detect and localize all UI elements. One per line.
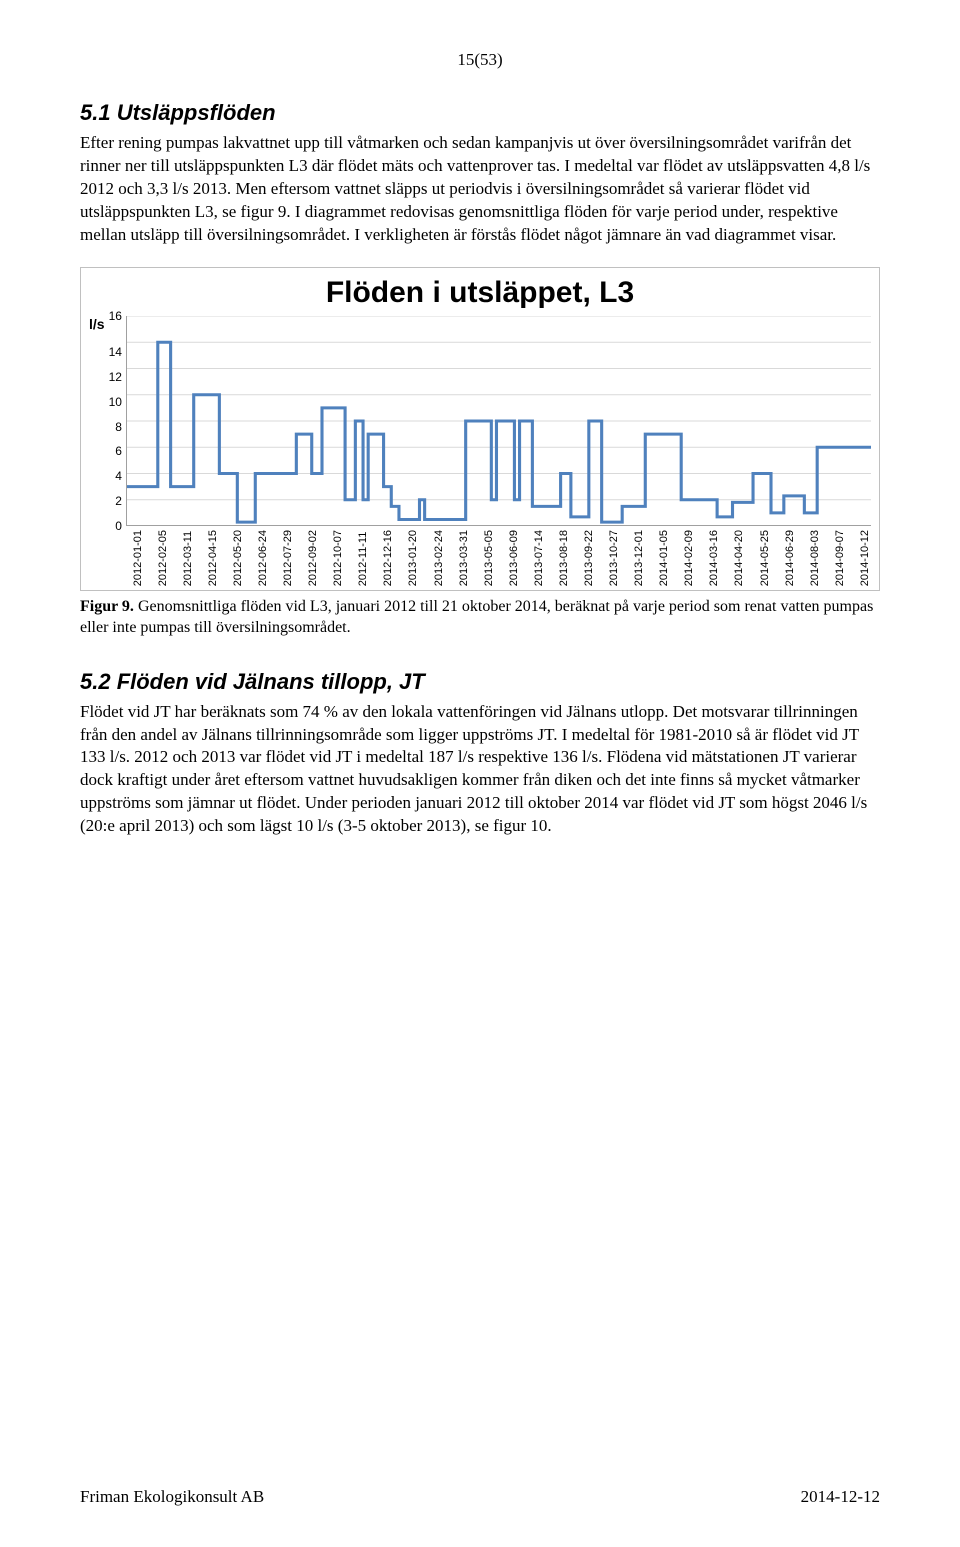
- xtick: 2012-07-29: [283, 530, 294, 586]
- caption-text: Genomsnittliga flöden vid L3, januari 20…: [80, 598, 873, 636]
- ytick: 0: [115, 520, 122, 532]
- ytick: 16: [109, 310, 122, 322]
- xtick: 2012-03-11: [183, 530, 194, 586]
- ytick: 8: [115, 421, 122, 433]
- caption-label: Figur 9.: [80, 598, 134, 615]
- ytick: 6: [115, 445, 122, 457]
- xtick: 2013-02-24: [434, 530, 445, 586]
- xtick: 2013-09-22: [584, 530, 595, 586]
- xtick: 2013-10-27: [609, 530, 620, 586]
- flow-chart: Flöden i utsläppet, L3 l/s 1614121086420…: [80, 267, 880, 591]
- section-5-1-heading: 5.1 Utsläppsflöden: [80, 100, 880, 126]
- section-5-2-heading: 5.2 Flöden vid Jälnans tillopp, JT: [80, 669, 880, 695]
- xtick: 2013-07-14: [534, 530, 545, 586]
- xtick: 2014-04-20: [734, 530, 745, 586]
- ytick: 12: [109, 371, 122, 383]
- footer-left: Friman Ekologikonsult AB: [80, 1487, 264, 1507]
- section-5-1-body: Efter rening pumpas lakvattnet upp till …: [80, 132, 880, 247]
- xtick: 2014-02-09: [684, 530, 695, 586]
- xtick: 2013-12-01: [634, 530, 645, 586]
- page-footer: Friman Ekologikonsult AB 2014-12-12: [80, 1487, 880, 1507]
- xtick: 2014-03-16: [709, 530, 720, 586]
- xtick: 2012-02-05: [158, 530, 169, 586]
- chart-plot-area: [126, 316, 871, 526]
- ytick: 10: [109, 396, 122, 408]
- xtick: 2014-08-03: [810, 530, 821, 586]
- chart-xaxis: 2012-01-01 2012-02-05 2012-03-11 2012-04-15…: [133, 530, 871, 586]
- ytick: 4: [115, 470, 122, 482]
- xtick: 2013-01-20: [408, 530, 419, 586]
- xtick: 2014-01-05: [659, 530, 670, 586]
- section-5-2-body: Flödet vid JT har beräknats som 74 % av …: [80, 701, 880, 839]
- figure-9-caption: Figur 9. Genomsnittliga flöden vid L3, j…: [80, 597, 880, 639]
- xtick: 2014-05-25: [760, 530, 771, 586]
- xtick: 2012-05-20: [233, 530, 244, 586]
- xtick: 2013-05-05: [484, 530, 495, 586]
- chart-yaxis: 1614121086420: [109, 316, 126, 526]
- footer-right: 2014-12-12: [801, 1487, 880, 1507]
- xtick: 2013-06-09: [509, 530, 520, 586]
- xtick: 2013-08-18: [559, 530, 570, 586]
- chart-ylabel: l/s: [89, 316, 109, 332]
- xtick: 2014-06-29: [785, 530, 796, 586]
- xtick: 2013-03-31: [459, 530, 470, 586]
- xtick: 2014-09-07: [835, 530, 846, 586]
- xtick: 2012-09-02: [308, 530, 319, 586]
- xtick: 2012-06-24: [258, 530, 269, 586]
- xtick: 2012-01-01: [133, 530, 144, 586]
- xtick: 2014-10-12: [860, 530, 871, 586]
- page-number: 15(53): [80, 50, 880, 70]
- ytick: 14: [109, 346, 122, 358]
- xtick: 2012-11-11: [358, 530, 369, 586]
- ytick: 2: [115, 495, 122, 507]
- xtick: 2012-10-07: [333, 530, 344, 586]
- chart-title: Flöden i utsläppet, L3: [89, 276, 871, 310]
- xtick: 2012-04-15: [208, 530, 219, 586]
- xtick: 2012-12-16: [383, 530, 394, 586]
